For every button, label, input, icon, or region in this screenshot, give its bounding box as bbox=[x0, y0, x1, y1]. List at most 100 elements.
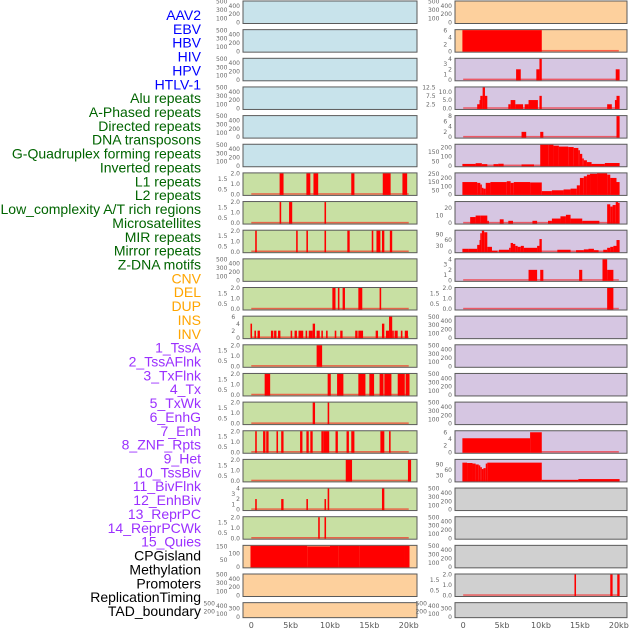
y-tick-label: 500 bbox=[428, 342, 440, 349]
bar bbox=[568, 147, 574, 167]
y-tick-label: 1.5 bbox=[430, 577, 440, 584]
y-tick-label: 1.5 bbox=[218, 462, 228, 469]
bar bbox=[330, 545, 339, 568]
y-tick-label: 300 bbox=[216, 580, 228, 587]
bar bbox=[371, 230, 374, 253]
bar bbox=[576, 250, 584, 253]
y-tick-label: 0 bbox=[448, 192, 452, 199]
bar bbox=[491, 250, 498, 253]
y-tick-label: 0 bbox=[236, 134, 240, 141]
y-tick-label: 300 bbox=[216, 7, 228, 14]
y-tick-label: 2.0 bbox=[230, 342, 240, 349]
bar bbox=[517, 246, 521, 253]
bar bbox=[481, 164, 488, 167]
baseline-mark bbox=[463, 307, 619, 310]
bar bbox=[510, 242, 513, 253]
track-panel: 0.00.51.01.52.0 bbox=[218, 228, 418, 256]
bar bbox=[537, 245, 540, 253]
y-tick-label: 0 bbox=[236, 77, 240, 84]
y-tick-label: 1.5 bbox=[218, 434, 228, 441]
bar bbox=[615, 202, 619, 224]
y-tick-label: 0 bbox=[448, 421, 452, 428]
bar bbox=[369, 373, 375, 396]
track-label: 11_BivFlnk bbox=[133, 478, 202, 494]
y-tick-label: 10.0 bbox=[439, 89, 453, 96]
track-label: 13_ReprPC bbox=[128, 506, 201, 522]
y-tick-label: 300 bbox=[216, 150, 228, 157]
y-tick-label: 150 bbox=[428, 179, 440, 186]
y-tick-label: 1 bbox=[231, 501, 235, 508]
bar bbox=[604, 163, 620, 167]
y-tick-label: 100 bbox=[216, 44, 228, 51]
bar bbox=[586, 162, 592, 167]
bar bbox=[385, 330, 390, 339]
y-tick-label: 100 bbox=[216, 611, 228, 618]
y-tick-label: 500 bbox=[428, 371, 440, 378]
bar bbox=[379, 288, 382, 310]
bar bbox=[590, 173, 598, 195]
y-tick-label: 0 bbox=[448, 77, 452, 84]
bar bbox=[481, 187, 484, 195]
track-label: HBV bbox=[172, 35, 201, 51]
y-tick-label: 500 bbox=[216, 56, 228, 63]
y-tick-label: 1.0 bbox=[230, 181, 240, 188]
track-label: MIR repeats bbox=[125, 229, 201, 245]
y-tick-label: 250 bbox=[428, 171, 440, 178]
x-tick-label: 5kb bbox=[283, 621, 298, 630]
y-tick-label: 50 bbox=[432, 158, 440, 165]
y-tick-label: 400 bbox=[216, 603, 228, 610]
y-tick-label: 100 bbox=[216, 130, 228, 137]
baseline-mark bbox=[463, 221, 619, 224]
bar bbox=[276, 431, 279, 453]
bar bbox=[250, 323, 253, 339]
y-tick-label: 200 bbox=[229, 11, 241, 18]
x-tick-label: 15kb bbox=[359, 621, 379, 630]
y-tick-label: 1 bbox=[443, 72, 447, 79]
y-tick-label: 500 bbox=[428, 0, 440, 6]
bar bbox=[327, 402, 330, 425]
y-tick-label: 500 bbox=[216, 572, 228, 579]
bar bbox=[375, 330, 379, 339]
panel-background bbox=[242, 516, 418, 540]
bar bbox=[570, 218, 583, 224]
y-tick-label: 4 bbox=[448, 56, 452, 63]
y-tick-label: 0 bbox=[448, 535, 452, 542]
bar bbox=[481, 230, 485, 253]
track-label: EBV bbox=[173, 21, 202, 37]
x-tick-label: 20kb bbox=[399, 621, 419, 630]
bar bbox=[467, 463, 473, 482]
y-tick-label: 500 bbox=[428, 543, 440, 550]
panel-background bbox=[454, 315, 628, 340]
y-tick-label: 4 bbox=[448, 124, 452, 131]
track-label: 12_EnhBiv bbox=[133, 492, 201, 508]
y-tick-label: 2 bbox=[443, 41, 447, 48]
y-tick-label: 0 bbox=[236, 20, 240, 27]
panel-background bbox=[454, 602, 628, 619]
bar bbox=[509, 247, 511, 253]
bar bbox=[582, 220, 600, 224]
y-tick-label: 0 bbox=[236, 163, 240, 170]
y-tick-label: 300 bbox=[229, 606, 241, 613]
bar bbox=[540, 269, 544, 281]
track-label: Z-DNA motifs bbox=[118, 256, 201, 272]
bar bbox=[294, 330, 297, 339]
bar bbox=[615, 69, 620, 81]
bar bbox=[263, 431, 266, 453]
bar bbox=[405, 373, 410, 396]
bar bbox=[479, 100, 481, 109]
bar bbox=[340, 330, 343, 339]
x-tick-label: 15kb bbox=[570, 621, 590, 630]
y-tick-label: 0.0 bbox=[230, 220, 240, 227]
bar bbox=[553, 145, 559, 167]
panel-background bbox=[242, 86, 418, 110]
bar bbox=[400, 330, 403, 339]
y-tick-label: 500 bbox=[203, 600, 215, 607]
y-tick-label: 2.0 bbox=[230, 199, 240, 206]
bar bbox=[613, 245, 617, 253]
bar bbox=[337, 373, 344, 396]
bar bbox=[539, 58, 542, 81]
track-label: Alu repeats bbox=[130, 90, 201, 106]
